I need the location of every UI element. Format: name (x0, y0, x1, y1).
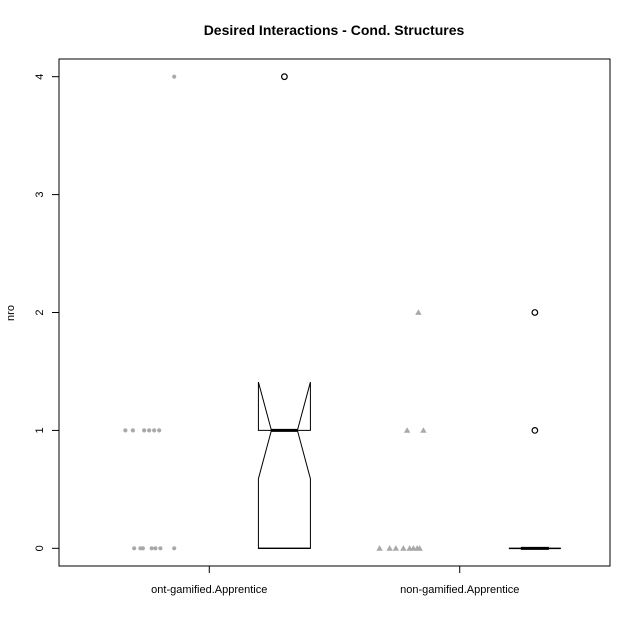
data-point (132, 546, 137, 551)
data-point (403, 427, 411, 433)
data-point (153, 546, 158, 551)
data-point (415, 309, 422, 315)
jitter-points (123, 74, 427, 551)
chart-title: Desired Interactions - Cond. Structures (204, 22, 465, 38)
outlier-point (531, 309, 539, 316)
outlier-point (531, 427, 539, 434)
data-point (172, 74, 177, 79)
data-point (123, 428, 128, 433)
x-axis: ont-gamified.Apprentice non-gamified.Appr… (151, 566, 519, 596)
data-point (149, 546, 154, 551)
data-point (392, 545, 400, 551)
data-point (416, 545, 423, 551)
y-tick-label: 4 (34, 74, 46, 80)
data-point (172, 546, 177, 551)
y-axis-label: nro (5, 305, 17, 321)
data-point (147, 428, 152, 433)
y-axis: 0 1 2 3 4 (34, 74, 60, 551)
data-point (420, 427, 427, 433)
y-tick-label: 1 (34, 427, 46, 433)
data-point (152, 428, 157, 433)
x-tick-label: non-gamified.Apprentice (400, 584, 519, 596)
data-point (158, 546, 163, 551)
y-tick-label: 2 (34, 309, 46, 315)
data-point (400, 545, 407, 551)
data-point (157, 428, 162, 433)
data-point (140, 546, 146, 551)
outlier-point (281, 73, 288, 81)
boxes (257, 73, 561, 550)
data-point (386, 545, 393, 551)
data-point (376, 545, 383, 551)
y-tick-label: 0 (34, 545, 46, 551)
data-point (142, 428, 147, 433)
x-tick-label: ont-gamified.Apprentice (151, 584, 267, 596)
data-point (130, 428, 135, 433)
y-tick-label: 3 (34, 192, 46, 198)
box (257, 381, 311, 549)
